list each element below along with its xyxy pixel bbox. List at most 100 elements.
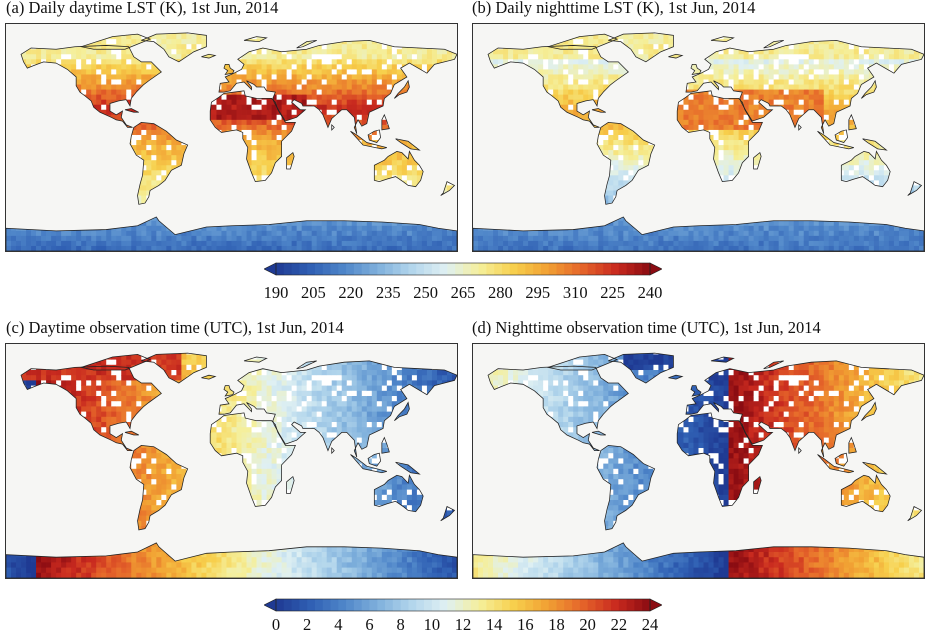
colorbar-tick-label: 4 <box>334 615 343 634</box>
colorbar-segment <box>595 263 604 275</box>
coastline-australia <box>373 474 424 513</box>
coastline-novaya <box>296 40 317 49</box>
coastline-newzealand <box>907 505 923 522</box>
colorbar-extend-low-arrow <box>264 598 277 612</box>
panel-a-title: (a) Daily daytime LST (K), 1st Jun, 2014 <box>6 0 279 17</box>
colorbar-tick-label: 16 <box>517 615 534 634</box>
colorbar-segment <box>439 263 449 275</box>
colorbar-segment <box>291 599 300 611</box>
colorbar-tick-label: 8 <box>396 615 405 634</box>
coastline-novaya <box>296 360 317 370</box>
coastline-newguinea <box>862 138 888 151</box>
coastline-iceland <box>668 374 684 380</box>
coastline-japan <box>861 79 877 99</box>
colorbar-segment <box>431 599 441 611</box>
colorbar-segment <box>587 599 597 611</box>
colorbar-tick-label: 12 <box>454 615 472 634</box>
coastline-arctic_islands <box>79 33 152 50</box>
coastline-iceland <box>201 53 217 59</box>
panel-d-title: (d) Nighttime observation time (UTC), 1s… <box>472 318 821 337</box>
colorbar-segment <box>353 263 363 275</box>
coastline-uk <box>223 385 235 397</box>
colorbar-segment <box>494 599 503 611</box>
colorbar-segment <box>595 599 604 611</box>
colorbar-segment <box>283 599 293 611</box>
colorbar-segment <box>377 599 386 611</box>
coastline-philippines <box>381 436 390 454</box>
colorbar-tick-label: 235 <box>375 283 401 302</box>
colorbar-segment <box>346 599 355 611</box>
colorbar-segment <box>439 599 449 611</box>
colorbar-segment <box>564 263 573 275</box>
coastline-japan <box>861 401 877 422</box>
colorbar-segment <box>330 263 339 275</box>
coastline-cuba <box>591 108 606 113</box>
colorbar-lst-ticks: 190 205 220 235 250 265 280 295 310 225 240 <box>264 283 663 303</box>
colorbar-segment <box>424 263 433 275</box>
colorbar-segment <box>463 599 472 611</box>
colorbar-tick-label: 265 <box>450 283 476 302</box>
colorbar-segment <box>385 599 394 611</box>
colorbar-tick-label: 14 <box>485 615 503 634</box>
colorbar-segment <box>431 263 441 275</box>
land-fill <box>6 32 457 251</box>
colorbar-utc <box>264 598 662 612</box>
colorbar-segment <box>540 599 550 611</box>
colorbar-segment <box>322 599 332 611</box>
coastline-madagascar <box>753 151 762 170</box>
coastline-madagascar <box>753 475 762 494</box>
map-c-svg <box>6 352 457 578</box>
colorbar-segment <box>385 263 394 275</box>
colorbar-tick-label: 6 <box>365 615 374 634</box>
colorbar-segment <box>369 599 378 611</box>
colorbar-tick-label: 0 <box>271 615 281 634</box>
colorbar-segment <box>424 599 433 611</box>
colorbar-segment <box>408 599 417 611</box>
coastline-newzealand <box>440 505 456 522</box>
coastline-antarctica <box>6 216 457 251</box>
coastline-newzealand <box>440 181 456 196</box>
colorbar-segment <box>626 599 636 611</box>
coastline-indonesia <box>350 130 387 150</box>
colorbar-segment <box>572 599 581 611</box>
colorbar-segment <box>525 263 534 275</box>
colorbar-tick-label: 20 <box>579 615 596 634</box>
coastline-namerica <box>20 45 162 128</box>
colorbar-segment <box>447 599 456 611</box>
coastline-uk <box>690 385 702 397</box>
colorbar-segment <box>509 263 519 275</box>
colorbar-lst-svg <box>264 262 662 276</box>
coastline-indonesia <box>817 454 854 474</box>
colorbar-frame <box>275 598 651 612</box>
colorbar-segment <box>314 263 324 275</box>
colorbar-segment <box>299 599 308 611</box>
coastline-borneo <box>367 129 381 143</box>
map-panel-d <box>472 343 925 579</box>
colorbar-segment <box>330 599 339 611</box>
colorbar-segment <box>338 263 347 275</box>
colorbar-segment <box>611 263 620 275</box>
coastline-cuba <box>124 430 139 436</box>
panel-b-title: (b) Daily nighttime LST (K), 1st Jun, 20… <box>472 0 756 17</box>
colorbar-segment <box>603 263 612 275</box>
colorbar-segment <box>509 599 519 611</box>
colorbar-segment <box>517 599 526 611</box>
colorbar-segment <box>322 263 332 275</box>
coastline-eurasia <box>685 40 924 134</box>
land-fill <box>6 353 457 578</box>
land-fill <box>473 32 924 251</box>
coastline-philippines <box>848 113 857 131</box>
coastline-novaya <box>763 360 784 370</box>
coastline-arctic_islands <box>79 354 152 371</box>
coastline-srilanka <box>331 123 335 131</box>
colorbar-segment <box>299 263 308 275</box>
colorbar-segment <box>470 599 480 611</box>
coastline-svalbard <box>243 36 268 43</box>
colorbar-segment <box>478 599 487 611</box>
coastline-indonesia <box>350 454 387 474</box>
colorbar-segment <box>486 263 495 275</box>
colorbar-segment <box>579 263 589 275</box>
colorbar-segment <box>618 263 628 275</box>
colorbar-segment <box>392 599 402 611</box>
colorbar-segment <box>572 263 581 275</box>
